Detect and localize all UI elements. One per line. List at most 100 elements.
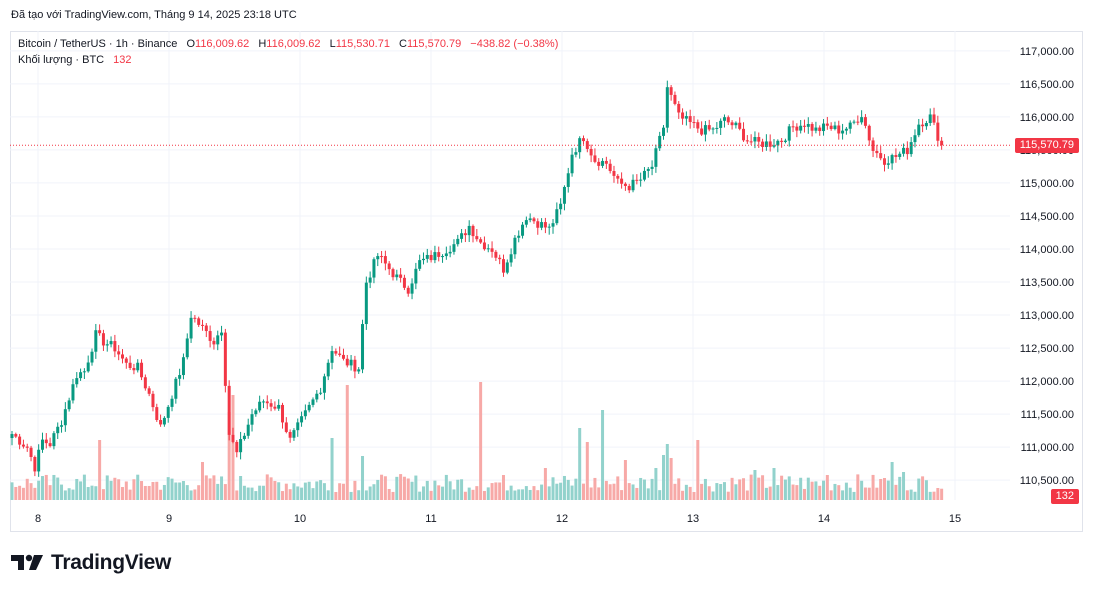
volume-bar xyxy=(677,478,681,500)
volume-bar xyxy=(82,474,86,500)
candle-body xyxy=(848,122,852,129)
volume-bar xyxy=(94,486,98,500)
volume-bar xyxy=(608,484,612,500)
volume-bar xyxy=(334,491,338,500)
volume-bar xyxy=(585,442,589,500)
candle-body xyxy=(654,148,658,167)
tradingview-logo[interactable]: TradingView xyxy=(11,551,171,575)
volume-bar xyxy=(521,489,525,500)
low-value: 115,530.71 xyxy=(335,38,390,50)
symbol-label[interactable]: Bitcoin / TetherUS · 1h · Binance xyxy=(18,38,178,50)
candle-body xyxy=(258,401,262,411)
x-tick-label: 14 xyxy=(818,513,830,525)
candle-body xyxy=(246,424,250,436)
volume-bar xyxy=(696,440,700,500)
candle-body xyxy=(696,122,700,129)
volume-bar xyxy=(40,476,44,500)
candle-body xyxy=(467,225,471,236)
volume-bar xyxy=(326,490,330,500)
volume-bar xyxy=(566,479,570,500)
price-chart[interactable]: 117,000.00116,500.00116,000.00115,500.00… xyxy=(10,31,1083,532)
volume-bar xyxy=(441,486,445,500)
volume-bar xyxy=(543,468,547,500)
volume-bar xyxy=(265,474,269,500)
volume-bar xyxy=(101,489,105,500)
volume-bar xyxy=(387,488,391,500)
y-tick-label: 112,000.00 xyxy=(1020,376,1074,388)
volume-bar xyxy=(860,480,864,500)
candle-body xyxy=(463,233,467,236)
candle-body xyxy=(353,359,357,372)
candle-body xyxy=(616,175,620,179)
candle-body xyxy=(391,269,395,278)
volume-bar xyxy=(734,484,738,500)
volume-bar xyxy=(707,486,711,500)
y-tick-label: 114,500.00 xyxy=(1020,211,1074,223)
volume-bar xyxy=(105,475,109,500)
candle-body xyxy=(170,398,174,407)
volume-bar xyxy=(662,455,666,500)
volume-bar xyxy=(669,458,673,500)
candle-body xyxy=(376,256,380,260)
volume-bar xyxy=(620,490,624,500)
volume-bar xyxy=(639,477,643,500)
volume-bar xyxy=(623,460,627,500)
volume-label[interactable]: Khối lượng · BTC xyxy=(18,54,105,66)
volume-bar xyxy=(780,475,784,500)
volume-bar xyxy=(867,487,871,500)
volume-bar xyxy=(681,490,685,500)
candle-body xyxy=(928,114,932,124)
candle-body xyxy=(33,456,37,472)
candle-body xyxy=(185,338,189,358)
candle-body xyxy=(124,358,128,363)
candle-body xyxy=(227,385,231,435)
volume-bar xyxy=(578,428,582,500)
volume-bar xyxy=(738,479,742,500)
volume-bar xyxy=(627,483,631,500)
volume-bar xyxy=(128,489,132,500)
volume-bar xyxy=(25,478,29,500)
candle-body xyxy=(749,141,753,143)
y-tick-label: 116,000.00 xyxy=(1020,112,1074,124)
candle-body xyxy=(566,173,570,187)
volume-bar xyxy=(829,490,833,500)
volume-bar xyxy=(60,484,64,500)
candle-body xyxy=(63,409,67,426)
volume-bar xyxy=(890,462,894,500)
candle-body xyxy=(833,125,837,129)
candle-body xyxy=(281,404,285,423)
candle-body xyxy=(582,138,585,142)
volume-bar xyxy=(246,487,250,500)
volume-bar xyxy=(856,474,860,500)
candle-body xyxy=(292,430,296,438)
candle-body xyxy=(338,353,342,355)
candle-body xyxy=(429,254,433,261)
volume-bar xyxy=(307,481,311,500)
candle-body xyxy=(441,256,445,258)
candle-body xyxy=(212,340,216,345)
volume-bar xyxy=(29,483,33,500)
volume-bar xyxy=(898,476,902,500)
candle-body xyxy=(711,128,715,130)
volume-bar xyxy=(913,491,917,500)
volume-bar xyxy=(684,484,688,500)
candle-body xyxy=(322,376,326,393)
candle-body xyxy=(300,416,304,423)
candle-body xyxy=(197,318,201,325)
candle-body xyxy=(528,218,532,221)
candle-body xyxy=(406,287,410,294)
candle-body xyxy=(932,114,936,123)
candle-body xyxy=(193,317,197,319)
volume-bar xyxy=(532,486,536,500)
candle-body xyxy=(810,124,814,131)
candle-body xyxy=(879,153,883,159)
candle-body xyxy=(635,179,639,181)
volume-bar xyxy=(425,480,429,500)
volume-bar xyxy=(852,491,856,500)
y-tick-label: 113,500.00 xyxy=(1020,277,1074,289)
candle-body xyxy=(662,127,666,136)
candle-body xyxy=(738,122,742,129)
volume-bar xyxy=(18,485,22,500)
candle-body xyxy=(802,125,806,127)
volume-bar xyxy=(498,482,502,500)
